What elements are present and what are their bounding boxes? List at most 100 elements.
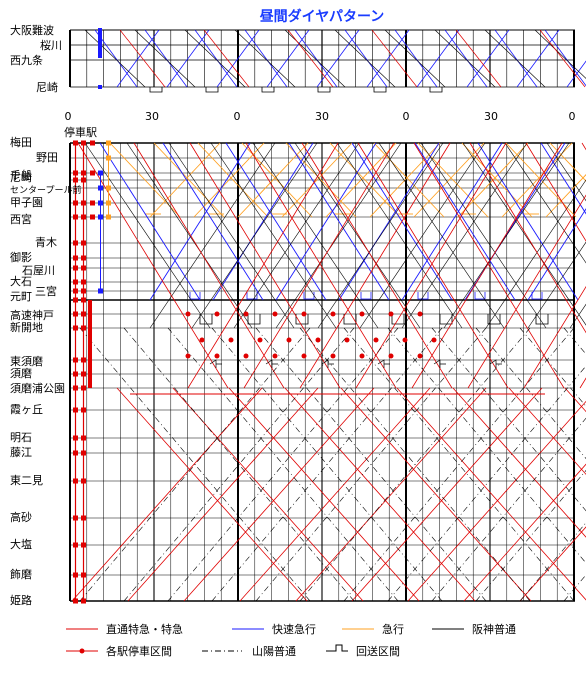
limited-express-line	[77, 142, 229, 389]
deadhead-marker	[433, 359, 446, 368]
stop-square	[90, 214, 95, 220]
limited-express-line	[467, 194, 586, 389]
express-line	[197, 142, 269, 218]
crossing-stop-dot	[185, 311, 191, 317]
deadhead-marker	[209, 359, 222, 368]
top-station-label: 大阪難波	[10, 23, 54, 37]
rapid-express-top	[194, 29, 238, 88]
main-station-label: 石屋川	[22, 264, 55, 277]
rapid-express-top	[366, 29, 410, 88]
rapid-express-top	[416, 29, 460, 88]
hanshin-local-line	[317, 142, 444, 329]
limited-express-top	[371, 29, 418, 88]
hanshin-local-line	[210, 142, 337, 329]
main-station-label: 梅田	[10, 135, 32, 149]
main-station-label: 御影	[10, 250, 32, 264]
limited-express-top	[539, 29, 586, 88]
main-station-label: 須磨	[10, 367, 32, 380]
main-station-label: 野田	[36, 151, 58, 164]
express-line	[153, 142, 225, 218]
hanshin-local-line	[252, 142, 379, 329]
legend-label: 各駅停車区間	[106, 644, 172, 658]
main-station-label: 飾磨	[10, 568, 32, 581]
limited-express-west	[452, 387, 586, 538]
crossing-stop-dot	[199, 337, 205, 343]
hanshin-local-line	[233, 142, 360, 329]
main-station-label: 須磨浦公園	[10, 382, 65, 395]
limited-express-top	[203, 29, 250, 88]
limited-express-west	[71, 387, 263, 602]
stop-square	[90, 140, 95, 146]
hanshin-local-line	[294, 142, 421, 329]
limited-express-west	[284, 387, 476, 602]
limited-express-top	[287, 29, 334, 88]
rapid-express-top	[244, 29, 288, 88]
express-line	[369, 142, 441, 218]
main-station-label: 西宮	[10, 212, 32, 226]
rapid-express-line	[99, 142, 201, 301]
hanshin-local-line	[275, 142, 402, 329]
diagram-title: 昼間ダイヤパターン	[260, 8, 385, 25]
crossing-stop-dot	[243, 353, 249, 359]
rapid-express-line	[288, 142, 390, 301]
top-stop-bar	[98, 28, 102, 58]
time-tick-label: 0	[65, 110, 72, 123]
top-station-label: 西九条	[10, 53, 43, 67]
time-tick-label: 0	[403, 110, 410, 123]
rapid-express-top	[266, 29, 310, 88]
main-station-label: 高速神戸	[10, 308, 54, 322]
time-tick-label: 30	[145, 110, 159, 123]
main-station-label: 元町	[10, 290, 32, 303]
main-station-label: 千船	[10, 168, 32, 182]
crossing-stop-dot	[417, 311, 423, 317]
crossing-stop-dot	[359, 311, 365, 317]
limited-express-line	[355, 142, 507, 389]
main-station-label: 大塩	[10, 537, 32, 551]
crossing-stop-dot	[330, 311, 336, 317]
express-line	[413, 142, 485, 218]
limited-express-line	[245, 142, 397, 389]
crossing-stop-dot	[214, 353, 220, 359]
local-top	[284, 29, 346, 88]
crossing-stop-dot	[301, 311, 307, 317]
crossing-stop-dot	[228, 337, 234, 343]
local-top	[534, 29, 586, 79]
stops-header: 停車駅	[64, 125, 97, 139]
local-turnback	[343, 314, 357, 325]
limited-express-west	[407, 400, 586, 602]
limited-express-west	[351, 387, 543, 602]
main-station-label: 高砂	[10, 510, 32, 524]
crossing-stop-dot	[431, 337, 437, 343]
limited-express-line	[299, 142, 451, 389]
deadhead-marker	[265, 359, 278, 368]
time-tick-label: 30	[315, 110, 329, 123]
crossing-stop-dot	[402, 337, 408, 343]
express-line	[325, 142, 397, 218]
local-top	[384, 29, 446, 88]
express-line	[285, 142, 357, 218]
limited-express-line	[525, 142, 586, 242]
sanyo-local-line	[431, 327, 586, 512]
sanyo-local-line	[299, 327, 531, 602]
rapid-express-line	[275, 142, 377, 301]
legend-label: 阪神普通	[472, 622, 516, 636]
rapid-express-turnback	[531, 292, 543, 300]
local-turnback	[439, 314, 453, 325]
top-station-label: 桜川	[40, 38, 62, 52]
hanshin-local-line	[420, 142, 547, 329]
crossing-stop-dot	[315, 337, 321, 343]
sanyo-local-line	[123, 327, 355, 602]
hanshin-local-line	[504, 142, 586, 264]
hanshin-local-line	[527, 241, 586, 329]
rapid-express-line	[414, 142, 516, 301]
top-bracket	[429, 87, 443, 93]
hanshin-local-line	[359, 142, 486, 329]
local-turnback	[199, 314, 213, 325]
rapid-express-turnback	[246, 292, 258, 300]
crossing-stop-dot	[185, 353, 191, 359]
hanshin-local-line	[546, 142, 586, 202]
hanshin-local-line	[443, 142, 570, 329]
main-station-label: 姫路	[10, 593, 32, 607]
main-station-label: 藤江	[10, 446, 32, 459]
sanyo-local-line	[475, 327, 586, 460]
